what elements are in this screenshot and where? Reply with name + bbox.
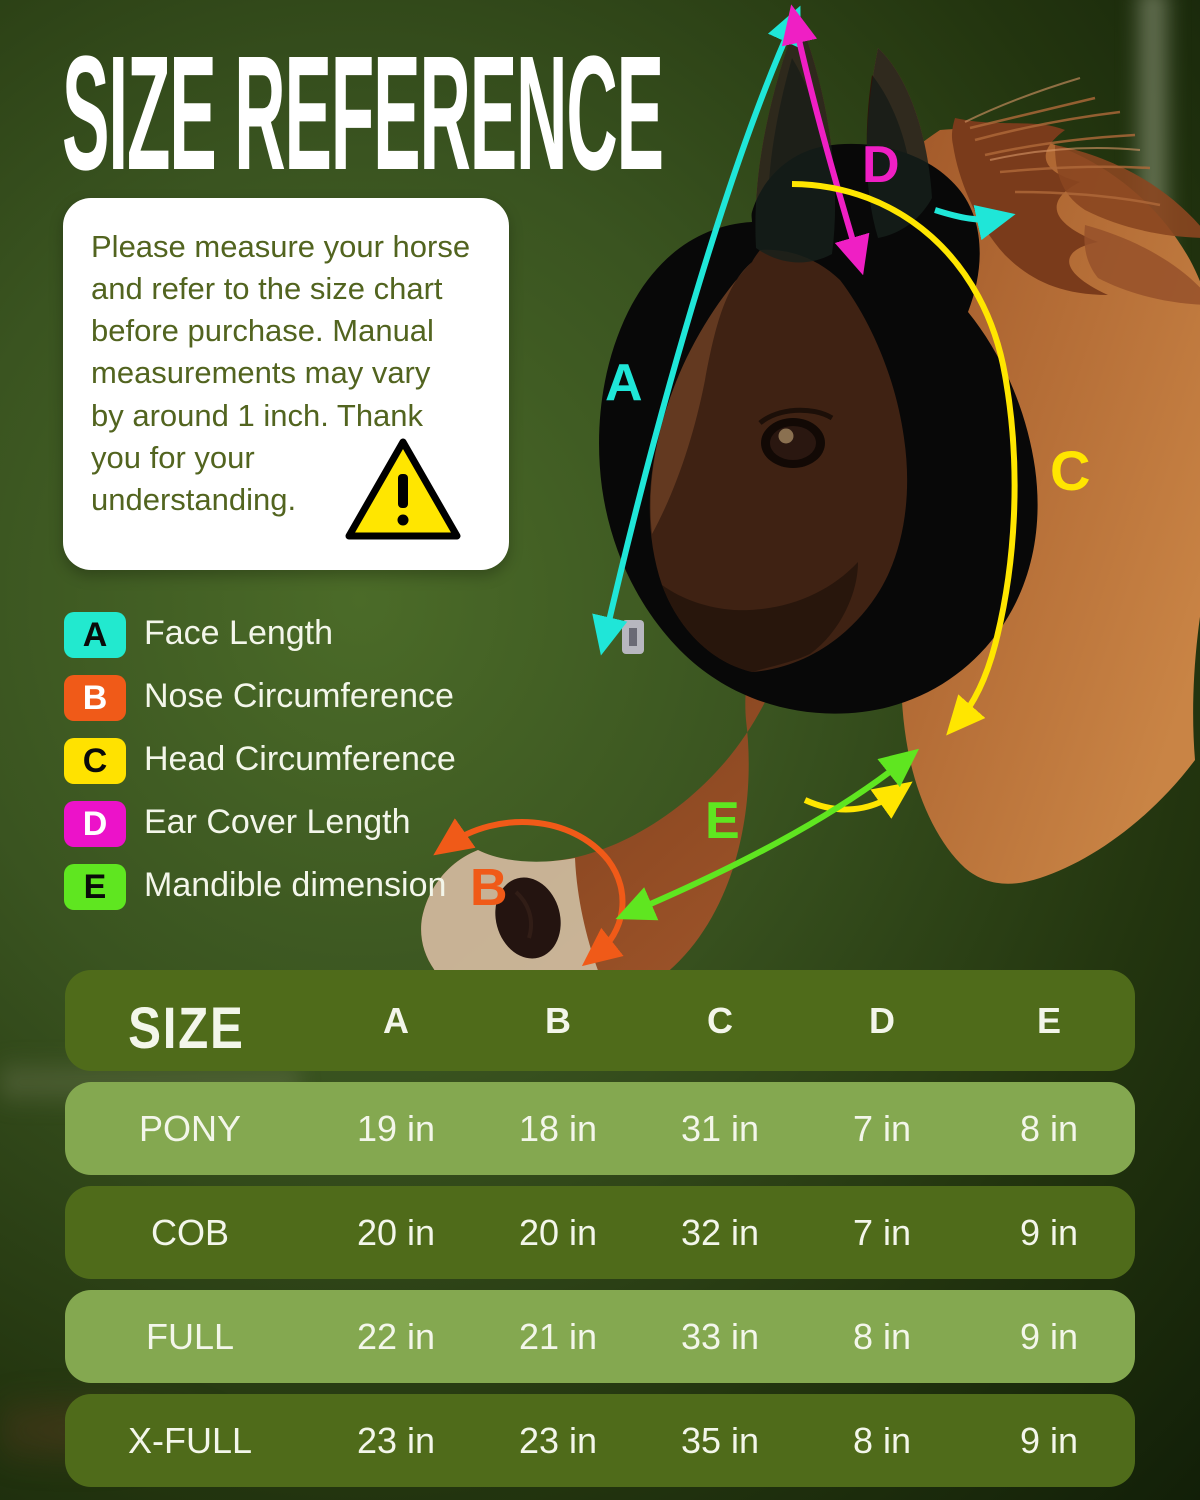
svg-text:E: E bbox=[705, 792, 740, 850]
svg-text:A: A bbox=[605, 354, 643, 412]
svg-text:C: C bbox=[1050, 439, 1090, 502]
svg-text:D: D bbox=[862, 136, 900, 194]
svg-text:B: B bbox=[470, 859, 508, 917]
